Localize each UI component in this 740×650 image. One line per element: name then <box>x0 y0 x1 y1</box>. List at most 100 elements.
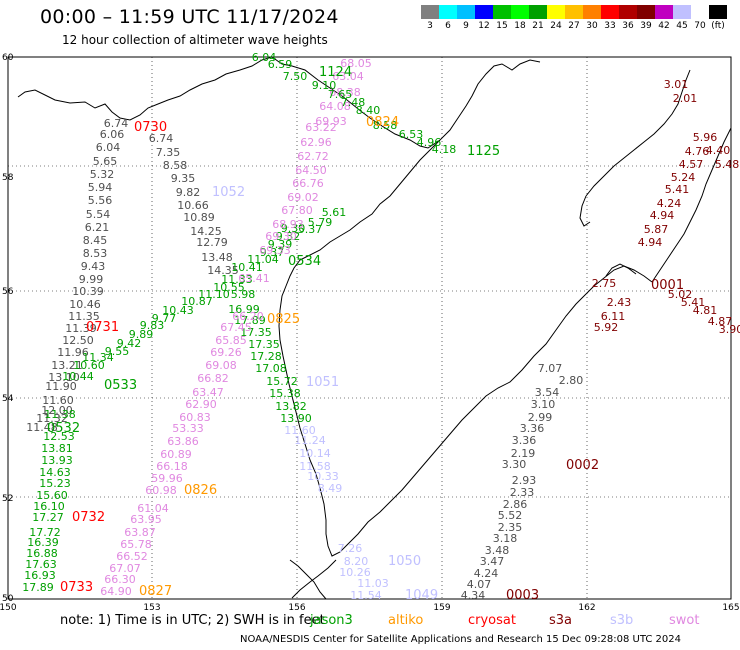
wave-height-value: 2.43 <box>607 296 632 309</box>
wave-height-value: 2.33 <box>510 486 535 499</box>
wave-height-value: 6.53 <box>399 128 424 141</box>
wave-height-value: 11.39 <box>65 322 97 335</box>
pass-time-label: 0825 <box>267 312 300 327</box>
wave-height-value: 13.93 <box>41 454 73 467</box>
wave-height-value: 67.07 <box>109 562 141 575</box>
wave-height-value: 8.45 <box>83 234 108 247</box>
legend-swatch <box>475 5 493 19</box>
wave-height-value: 2.01 <box>673 92 698 105</box>
wave-height-value: 5.02 <box>668 288 693 301</box>
wave-height-value: 3.36 <box>520 422 545 435</box>
lat-tick-label: 50 <box>2 594 14 604</box>
wave-height-value: 69.30 <box>265 230 297 243</box>
wave-height-value: 3.30 <box>502 458 527 471</box>
wave-height-value: 15.38 <box>269 387 301 400</box>
wave-height-value: 15.23 <box>39 477 71 490</box>
lon-tick-label: 153 <box>143 603 160 613</box>
wave-height-value: 2.75 <box>592 277 617 290</box>
wave-height-value: 65.85 <box>215 334 247 347</box>
wave-height-value: 2.19 <box>511 447 536 460</box>
legend-swatch <box>601 5 619 19</box>
wave-height-value: 6.74 <box>149 132 174 145</box>
wave-height-value: 7.26 <box>338 542 363 555</box>
wave-height-value: 6.74 <box>104 117 129 130</box>
wave-height-value: 9.55 <box>105 345 130 358</box>
legend-label: 45 <box>676 21 688 31</box>
wave-height-value: 9.99 <box>79 273 104 286</box>
wave-height-value: 11.48 <box>26 421 58 434</box>
wave-height-value: 10.55 <box>213 281 245 294</box>
pass-time-label: 1052 <box>212 185 245 200</box>
legend-swatch <box>673 5 691 19</box>
pass-time-label: 0826 <box>184 483 217 498</box>
lat-tick-label: 58 <box>2 173 14 183</box>
plot-frame <box>7 56 732 600</box>
wave-height-value: 17.72 <box>29 526 61 539</box>
legend-label: 39 <box>640 21 652 31</box>
wave-height-value: 6.59 <box>268 58 293 71</box>
wave-height-value: 11.58 <box>299 460 331 473</box>
pass-time-label: 1049 <box>405 588 438 603</box>
legend-label: 3 <box>427 21 433 31</box>
satellite-s3b: s3b <box>610 613 634 628</box>
wave-height-value: 16.93 <box>24 569 56 582</box>
wave-height-value: 11.10 <box>198 288 230 301</box>
wave-height-value: 9.77 <box>152 312 177 325</box>
wave-height-value: 5.94 <box>88 181 113 194</box>
pass-time-label: 0001 <box>651 278 684 293</box>
pass-time-label: 1051 <box>306 375 339 390</box>
legend-label: 30 <box>586 21 598 31</box>
wave-height-value: 16.99 <box>228 303 260 316</box>
wave-height-value: 5.87 <box>644 223 669 236</box>
wave-height-value: 5.41 <box>681 296 706 309</box>
wave-height-value: 6.04 <box>252 51 277 64</box>
wave-height-value: 60.98 <box>145 484 177 497</box>
legend-swatch <box>439 5 457 19</box>
wave-height-value: 3.10 <box>531 398 556 411</box>
wave-height-value: 9.37 <box>260 246 285 259</box>
wave-height-value: 5.79 <box>308 216 333 229</box>
wave-height-value: 68.38 <box>329 86 361 99</box>
wave-height-value: 4.96 <box>417 136 442 149</box>
wave-height-value: 11.54 <box>350 589 382 602</box>
pass-time-label: 0532 <box>47 421 80 436</box>
wave-height-value: 5.65 <box>93 155 118 168</box>
wave-height-value: 11.90 <box>45 380 77 393</box>
wave-height-value: 5.92 <box>594 321 619 334</box>
wave-height-value: 4.87 <box>708 315 733 328</box>
wave-height-value: 2.86 <box>503 498 528 511</box>
color-legend-labels: 3 6 9 12 15 18 21 24 27 30 33 36 39 42 45 70 (ft) <box>421 21 727 31</box>
wave-height-value: 11.33 <box>221 273 253 286</box>
wave-height-value: 62.90 <box>185 398 217 411</box>
wave-height-value: 17.35 <box>248 338 280 351</box>
wave-height-value: 17.28 <box>250 350 282 363</box>
wave-height-value: 66.20 <box>232 310 264 323</box>
legend-swatch <box>421 5 439 19</box>
satellite-cryosat: cryosat <box>468 613 516 628</box>
wave-height-value: 66.18 <box>156 460 188 473</box>
wave-height-value: 63.22 <box>305 121 337 134</box>
satellite-swot: swot <box>669 613 700 628</box>
wave-height-value: 10.89 <box>183 211 215 224</box>
wave-height-value: 63.86 <box>167 435 199 448</box>
wave-height-value: 11.32 <box>36 412 68 425</box>
wave-height-value: 68.93 <box>272 218 304 231</box>
wave-height-value: 2.93 <box>512 474 537 487</box>
pass-time-label: 0730 <box>134 120 167 135</box>
grid <box>8 57 731 599</box>
wave-height-value: 3.18 <box>493 532 518 545</box>
wave-height-value: 69.26 <box>210 346 242 359</box>
wave-height-value: 7.48 <box>341 96 366 109</box>
lat-tick-label: 60 <box>2 53 14 63</box>
legend-label: 70 <box>694 21 706 31</box>
wave-height-value: 9.42 <box>117 337 142 350</box>
legend-label: 27 <box>568 21 580 31</box>
wave-height-value: 17.08 <box>255 362 287 375</box>
wave-height-value: 16.10 <box>33 500 65 513</box>
wave-height-value: 3.47 <box>480 555 505 568</box>
pass-time-label: 0533 <box>104 378 137 393</box>
wave-height-value: 64.90 <box>100 585 132 598</box>
wave-height-value: 5.24 <box>671 171 696 184</box>
legend-label: 21 <box>532 21 544 31</box>
wave-height-value: 14.63 <box>39 466 71 479</box>
